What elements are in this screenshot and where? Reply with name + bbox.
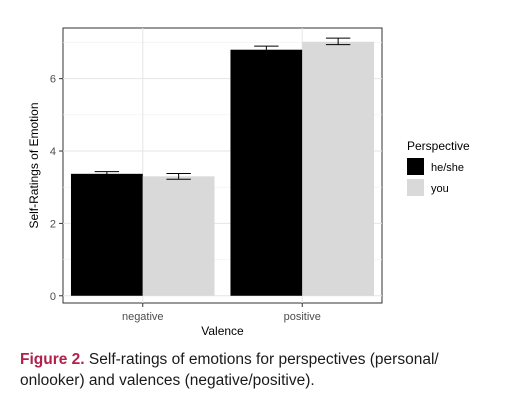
legend: Perspective he/she you [407, 139, 470, 196]
error-bars [94, 37, 351, 180]
axes: 0 2 4 6 negative positive [50, 74, 321, 323]
x-tick-label-positive: positive [284, 311, 321, 323]
error-bar [94, 171, 120, 177]
error-bar [254, 45, 279, 54]
legend-key-you [407, 179, 424, 196]
legend-key-heshe [407, 158, 424, 175]
y-tick-label: 0 [50, 291, 56, 303]
bars [70, 41, 375, 296]
error-bar [325, 37, 351, 46]
figure-caption-text: Self-ratings of emotions for perspective… [20, 351, 439, 389]
y-axis-label: Self-Ratings of Emotion [27, 102, 41, 228]
legend-label-you: you [431, 183, 449, 195]
error-bar [166, 172, 191, 180]
y-tick-label: 6 [50, 74, 56, 86]
bar-heshe-positive [230, 49, 303, 296]
bar-you-negative [142, 176, 215, 296]
figure-caption: Figure 2. Self-ratings of emotions for p… [20, 349, 490, 391]
x-axis-label: Valence [201, 324, 244, 338]
y-tick-label: 4 [50, 146, 56, 158]
bar-chart: 0 2 4 6 negative positive Valence Self-Rating… [27, 27, 470, 338]
y-tick-label: 2 [50, 218, 56, 230]
legend-label-heshe: he/she [431, 162, 464, 174]
legend-title: Perspective [407, 139, 470, 153]
figure-caption-label: Figure 2. [20, 351, 85, 368]
bar-you-positive [302, 41, 375, 296]
x-tick-label-negative: negative [122, 311, 164, 323]
bar-heshe-negative [70, 173, 143, 296]
